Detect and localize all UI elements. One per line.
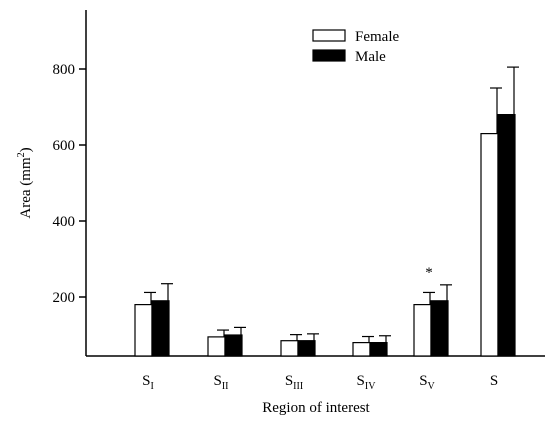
x-tick-label: SIV [357,373,377,392]
x-tick-label: SI [142,373,154,392]
bar-male [224,334,243,357]
bar-female [207,336,226,357]
significance-marker: * [425,265,433,281]
y-tick-label: 600 [53,138,76,154]
bar-female [134,304,153,357]
bar-female [480,133,499,357]
y-axis-label: Area (mm2) [16,147,34,218]
legend-swatch-female [312,29,346,42]
bar-female [413,304,432,357]
legend-label-female: Female [355,29,399,45]
bar-female [280,340,299,357]
x-tick-label: SIII [285,373,303,392]
bar-male [369,342,388,357]
legend-swatch-male [312,49,346,62]
y-tick-label: 200 [53,290,76,306]
y-tick-label: 800 [53,62,76,78]
y-tick-label: 400 [53,214,76,230]
bar-male [430,300,449,357]
x-axis-label: Region of interest [262,400,370,416]
bar-female [352,342,371,357]
labels: Area (mm2) Region of interest SI SII SIII SIV… [16,147,498,416]
x-tick-label: S [490,373,498,389]
axes: 200 400 600 800 [53,10,545,357]
legend-label-male: Male [355,49,386,65]
legend: Female Male [312,29,399,65]
x-tick-label: SII [213,373,228,392]
bar-male [297,340,316,357]
bar-male [497,113,516,357]
x-tick-label: SV [419,373,435,392]
bars [134,66,519,357]
bar-male [151,300,170,357]
